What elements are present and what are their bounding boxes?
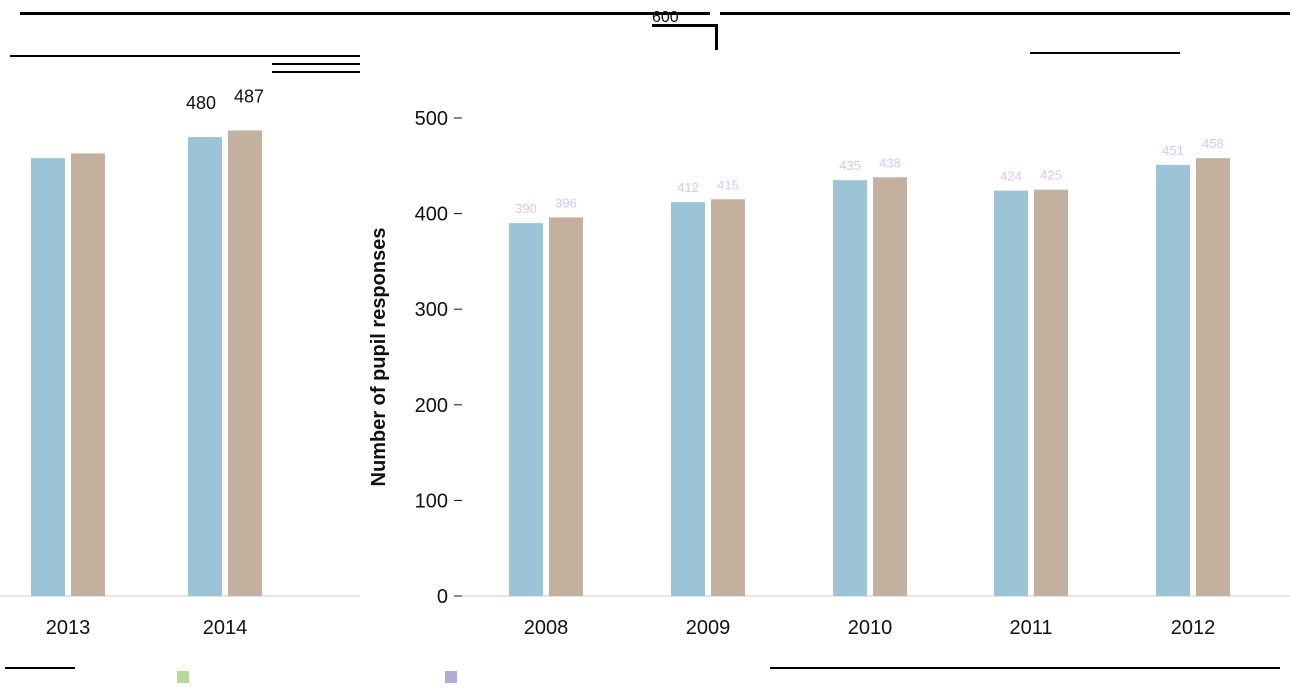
bar — [228, 130, 262, 597]
bar — [549, 217, 583, 596]
bar — [833, 180, 867, 596]
data-label: 396 — [555, 195, 577, 210]
bar — [671, 202, 705, 597]
decor-layer: 600 — [5, 9, 1290, 683]
top-stub-bar — [652, 24, 716, 27]
top-stub-label: 600 — [652, 9, 679, 26]
y-tick-label: 200 — [415, 395, 448, 417]
top-rule-right — [720, 12, 1290, 15]
x-tick-label: 2012 — [1171, 617, 1216, 639]
data-label: 424 — [1000, 169, 1022, 184]
data-label: 425 — [1040, 168, 1062, 183]
data-label: 435 — [839, 158, 861, 173]
y-tick-label: 400 — [415, 204, 448, 226]
x-tick-label: 2013 — [46, 617, 91, 639]
x-tick-label: 2009 — [686, 617, 731, 639]
data-label: 390 — [515, 201, 537, 216]
bar — [1034, 189, 1068, 596]
bar — [873, 177, 907, 596]
right-panel-top-rule — [1030, 52, 1180, 54]
chart-left: 2013 480 487 2014 — [0, 86, 360, 639]
y-tick-label: 0 — [437, 586, 448, 608]
y-tick-label: 500 — [415, 108, 448, 130]
left-panel-top-rule-2 — [272, 63, 360, 65]
data-label: 480 — [186, 93, 216, 113]
bar — [188, 137, 222, 596]
data-label: 415 — [717, 177, 739, 192]
bar — [1156, 164, 1190, 596]
bottom-rule-left — [5, 667, 75, 669]
left-panel-top-rule-3 — [272, 71, 360, 73]
data-label: 458 — [1202, 136, 1224, 151]
x-tick-label: 2011 — [1009, 617, 1052, 639]
bar — [1196, 158, 1230, 597]
data-label: 438 — [879, 155, 901, 170]
top-stub-vertical — [715, 24, 718, 50]
x-tick-label: 2008 — [524, 617, 569, 639]
bar — [711, 199, 745, 596]
bottom-rule-right — [770, 667, 1280, 669]
x-tick-label: 2010 — [848, 617, 893, 639]
bar — [994, 190, 1028, 596]
legend-swatch-green — [177, 671, 189, 683]
data-label: 412 — [677, 180, 699, 195]
data-label: 451 — [1162, 143, 1184, 158]
x-tick-label: 2014 — [203, 617, 248, 639]
legend-swatch-purple — [445, 671, 457, 683]
bar — [31, 158, 65, 597]
y-tick-label: 300 — [415, 299, 448, 321]
top-rule-left — [20, 12, 710, 15]
y-tick-label: 100 — [415, 490, 448, 512]
chart-right: 0 100 200 300 400 500 Number of pupil response… — [368, 108, 1290, 639]
bar — [71, 153, 105, 596]
bar — [509, 223, 543, 596]
left-panel-top-rule — [10, 55, 360, 57]
y-axis-title: Number of pupil responses — [368, 228, 390, 487]
data-label: 487 — [234, 86, 264, 106]
